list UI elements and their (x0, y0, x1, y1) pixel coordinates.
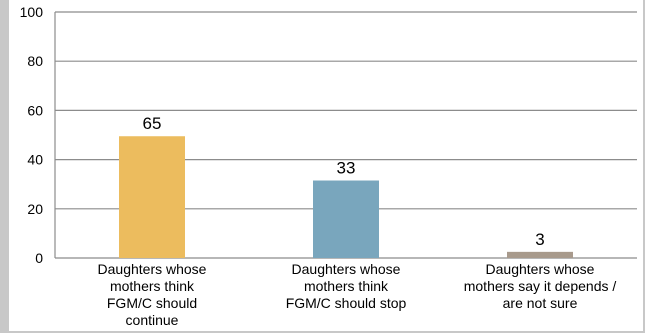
category-label: mothers think (304, 278, 389, 294)
category-label: continue (126, 312, 179, 328)
data-label: 3 (535, 230, 544, 249)
category-label: FGM/C should stop (286, 295, 407, 311)
category-label: Daughters whose (292, 261, 401, 277)
y-tick-label: 100 (20, 4, 44, 20)
bar (313, 180, 379, 258)
bar (507, 251, 573, 258)
category-label: Daughters whose (98, 261, 207, 277)
y-tick-label: 40 (27, 152, 43, 168)
category-label: mothers think (110, 278, 195, 294)
category-label: FGM/C should (107, 295, 197, 311)
y-tick-label: 20 (27, 201, 43, 217)
category-label: Daughters whose (486, 261, 595, 277)
bar (119, 136, 185, 258)
y-tick-label: 80 (27, 53, 43, 69)
category-label: mothers say it depends / (464, 278, 617, 294)
data-label: 65 (143, 114, 162, 133)
category-label: are not sure (503, 295, 578, 311)
data-label: 33 (337, 159, 356, 178)
y-tick-label: 0 (35, 250, 43, 266)
y-tick-label: 60 (27, 102, 43, 118)
